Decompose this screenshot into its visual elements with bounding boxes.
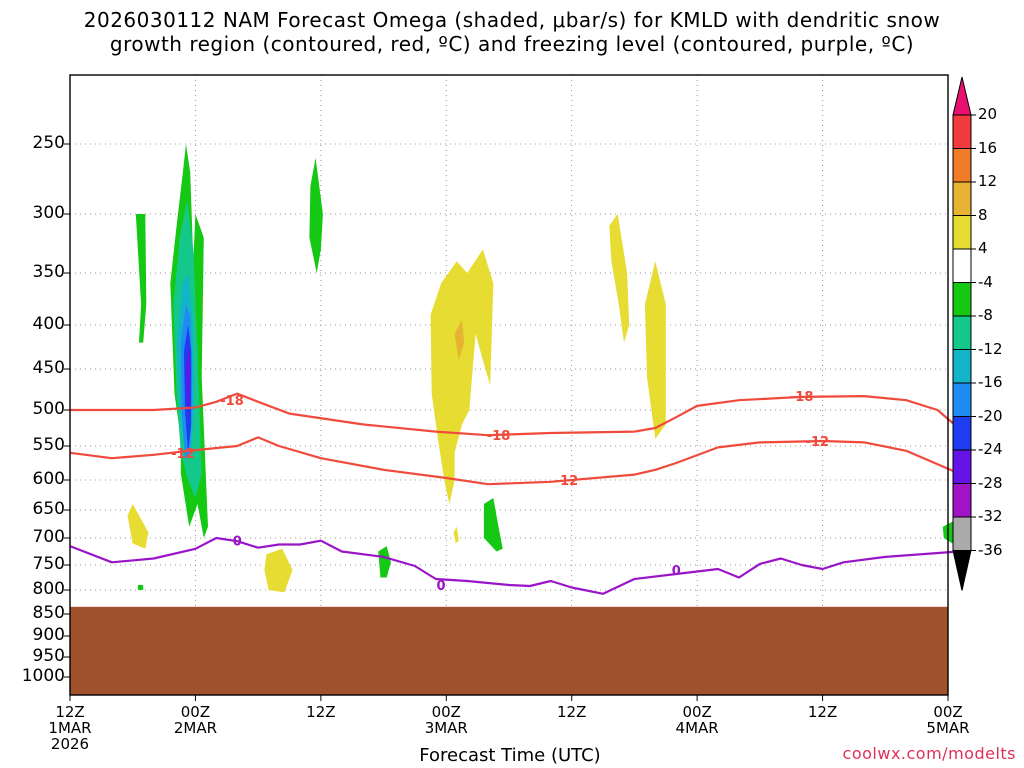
colorbar-segment: [952, 248, 972, 283]
colorbar-segment: [952, 516, 972, 551]
y-tick-label: 350: [32, 262, 65, 282]
contour-label-freezing: 0: [672, 564, 681, 579]
credit-text: coolwx.com/modelts: [842, 744, 1016, 763]
omega-yellow-region: [644, 261, 666, 439]
y-tick-label: 250: [32, 133, 65, 153]
contour-label-freezing: 0: [437, 579, 446, 594]
x-tick-label: 2026: [50, 735, 90, 753]
y-tick-label: 300: [32, 203, 65, 223]
omega-green-region: [137, 585, 144, 590]
y-tick-label: 400: [32, 314, 65, 334]
omega-green-region: [378, 546, 391, 578]
colorbar-label: -28: [978, 473, 1003, 492]
contour-label-dgz12: -12: [806, 435, 830, 450]
x-tick-label: 3MAR: [424, 719, 468, 737]
omega-green-region: [309, 158, 323, 273]
dgz-18-line: [70, 392, 960, 437]
x-tick-label: 5MAR: [926, 719, 970, 737]
colorbar-label: -20: [978, 406, 1003, 425]
x-tick-label: 00Z: [180, 703, 211, 721]
freezing-level-line: [69, 536, 959, 595]
omega-yellow-region: [609, 214, 630, 343]
contour-label-dgz18: -18: [220, 394, 244, 409]
y-tick-label: 1000: [21, 666, 65, 686]
contour-label-dgz18: -18: [487, 429, 511, 444]
colorbar-label: -4: [978, 272, 993, 291]
x-tick-label: 00Z: [431, 703, 461, 721]
omega-green-region: [483, 498, 503, 552]
y-tick-label: 700: [32, 527, 65, 547]
y-tick-label: 650: [32, 499, 65, 519]
colorbar-segment: [952, 416, 972, 451]
y-tick-label: 950: [32, 646, 65, 666]
colorbar-label: -24: [978, 440, 1003, 458]
y-tick-label: 550: [32, 435, 65, 455]
colorbar-top-arrow: [952, 76, 972, 116]
omega-yellow-region: [264, 548, 293, 593]
colorbar-segment: [952, 349, 972, 384]
contour-label-dgz12: -12: [555, 474, 579, 489]
contour-label-dgz12: -12: [171, 447, 195, 462]
colorbar-segment: [952, 483, 972, 518]
chart-title-line1: 2026030112 NAM Forecast Omega (shaded, μ…: [83, 8, 941, 32]
contour-label-dgz18: -18: [790, 390, 814, 405]
x-tick-label: 12Z: [55, 703, 85, 721]
colorbar-label: -8: [978, 306, 993, 324]
omega-green-region: [135, 214, 147, 343]
y-tick-label: 500: [32, 399, 65, 419]
colorbar-label: 12: [978, 172, 998, 190]
colorbar-segment: [952, 148, 972, 183]
colorbar-label: -16: [978, 373, 1003, 391]
y-tick-label: 900: [32, 625, 65, 645]
omega-yellow-region: [453, 526, 459, 544]
omega-purple-region: [186, 342, 191, 418]
x-tick-label: 2MAR: [173, 719, 217, 737]
colorbar-label: -36: [978, 540, 1003, 559]
y-tick-label: 450: [32, 358, 65, 378]
y-tick-label: 600: [32, 469, 65, 489]
y-tick-label: 750: [32, 554, 65, 574]
x-axis-title: Forecast Time (UTC): [419, 745, 601, 766]
colorbar-segment: [952, 215, 972, 250]
x-tick-label: 12Z: [557, 703, 587, 721]
omega-yellow-region: [430, 249, 494, 504]
colorbar-bottom-arrow: [952, 550, 972, 591]
colorbar-segment: [952, 382, 972, 417]
chart-title-line2: growth region (contoured, red, ºC) and f…: [109, 32, 915, 56]
x-tick-label: 12Z: [807, 703, 838, 721]
colorbar-label: 8: [978, 205, 988, 224]
dgz-12-line: [69, 436, 959, 486]
ground-shading: [70, 606, 948, 695]
colorbar-label: 16: [978, 138, 998, 157]
x-tick-label: 1MAR: [48, 719, 92, 737]
x-tick-label: 12Z: [306, 703, 336, 721]
colorbar-segment: [952, 181, 972, 216]
colorbar-segment: [952, 282, 972, 317]
colorbar-segment: [952, 449, 972, 484]
omega-orange-region: [454, 319, 465, 361]
y-tick-label: 850: [32, 603, 65, 623]
plot-frame: [69, 74, 949, 696]
omega-yellow-region: [127, 504, 149, 549]
contour-label-freezing: 0: [233, 535, 242, 550]
colorbar-segment: [952, 114, 972, 149]
colorbar-label: -32: [978, 507, 1003, 525]
colorbar-segment: [952, 315, 972, 350]
colorbar-label: 20: [978, 105, 998, 123]
x-tick-label: 00Z: [933, 703, 963, 721]
x-tick-label: 00Z: [682, 703, 712, 721]
y-tick-label: 800: [32, 579, 65, 599]
colorbar-label: -12: [978, 339, 1003, 358]
x-tick-label: 4MAR: [675, 719, 719, 737]
colorbar-label: 4: [978, 239, 988, 257]
